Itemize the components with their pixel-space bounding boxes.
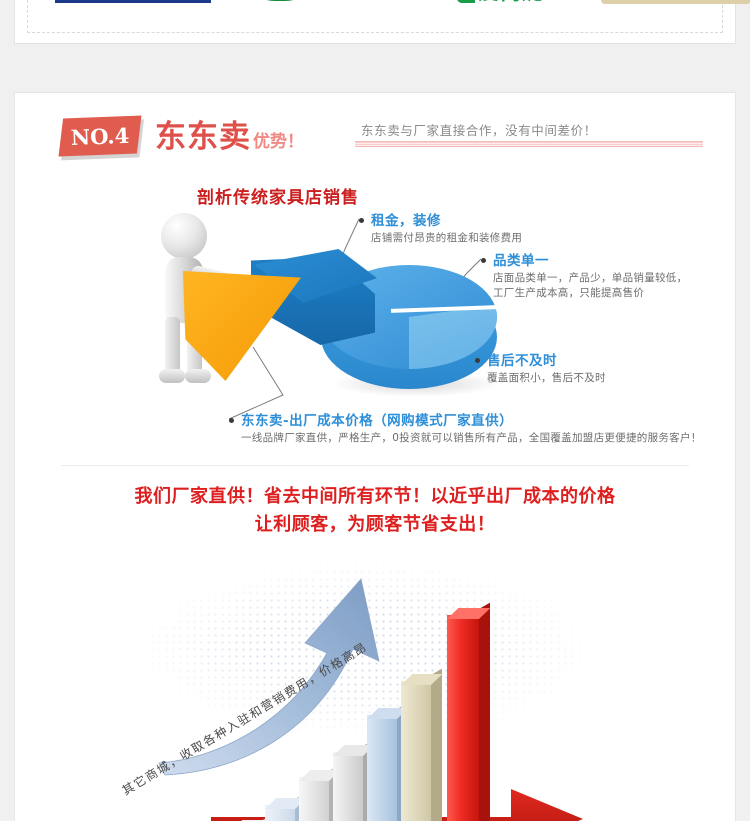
aisiin-logo-cn: 爱尚妮	[478, 0, 549, 3]
callout-title: 租金，装修	[371, 213, 441, 229]
section-number-badge: NO.4	[58, 115, 142, 157]
brand-logo-row: ifree 发睿 木匠大师 AISIIN	[28, 0, 750, 12]
brand-logo-inner-frame: ifree 发睿 木匠大师 AISIIN	[27, 0, 750, 33]
pie-chart-stage: 租金，装修 店铺需付昂贵的租金和装修费用 品类单一 店面品类单一，产品少，单品销…	[15, 209, 737, 459]
callout-desc: 覆盖面积小，售后不及时	[487, 372, 606, 384]
bar-side	[479, 602, 490, 821]
figure-foot-left	[159, 369, 185, 383]
brand-logo-fujiameijia: ◕ 富家美佳 FUJIAMEIJIA	[598, 0, 750, 12]
main-content-panel: NO.4 东东卖 优势！ 东东卖与厂家直接合作，没有中间差价！ 剖析传统家具店销…	[14, 92, 736, 821]
callout-dot-icon	[359, 218, 364, 223]
callout-single-category: 品类单一 店面品类单一，产品少，单品销量较低， 工厂生产成本高，只能提高售价	[481, 249, 688, 301]
bar-face	[265, 805, 295, 821]
mujiang-logo-wrap: 木匠大师	[250, 0, 394, 1]
bar-item	[299, 764, 341, 821]
callout-desc: 店面品类单一，产品少，单品销量较低， 工厂生产成本高，只能提高售价	[493, 272, 688, 300]
bar-chart-section	[15, 545, 737, 821]
bar-item	[367, 702, 409, 821]
red-horizontal-arrow-icon	[211, 789, 583, 821]
section-number-label: NO.4	[70, 122, 130, 150]
bar-chart-bars	[231, 597, 561, 821]
bar-face	[367, 715, 397, 821]
callout-title: 东东卖-出厂成本价格（网购模式厂家直供）	[241, 413, 514, 429]
bar-side	[431, 668, 442, 821]
section-header: NO.4 东东卖 优势！ 东东卖与厂家直接合作，没有中间差价！	[15, 93, 735, 175]
aisiin-text-block: AISIIN 爱尚妮	[478, 0, 549, 3]
callout-desc: 店铺需付昂贵的租金和装修费用	[371, 232, 523, 244]
fujia-logo-box: ◕ 富家美佳 FUJIAMEIJIA	[601, 0, 750, 4]
header-underline-rule	[355, 141, 703, 147]
figure-foot-right	[185, 369, 211, 383]
aisiin-logo-wrap: AISIIN 爱尚妮	[457, 0, 549, 3]
brand-logo-mujiang: 木匠大师	[224, 0, 420, 12]
callout-dot-icon	[475, 358, 480, 363]
promo-headline-line2: 让利顾客，为顾客节省支出！	[254, 513, 496, 535]
ifree-logo-box: ifree 发睿	[55, 0, 211, 3]
bar-item	[333, 739, 375, 821]
callout-slow-aftersales: 售后不及时 覆盖面积小，售后不及时	[475, 349, 606, 386]
figure-head	[161, 213, 207, 259]
bar-face	[299, 777, 329, 821]
callout-title: 售后不及时	[487, 353, 557, 369]
bar-item	[265, 792, 307, 821]
aisiin-l-shape-icon	[457, 0, 476, 3]
brand-logo-panel: ifree 发睿 木匠大师 AISIIN	[14, 0, 750, 44]
page-title-suffix: 优势！	[253, 132, 304, 152]
brand-logo-ifree: ifree 发睿	[48, 0, 218, 12]
bar-face	[333, 752, 363, 821]
pie-chart-section: 剖析传统家具店销售	[15, 175, 735, 465]
promo-headline-line1: 我们厂家直供！省去中间所有环节！以近乎出厂成本的价格	[134, 486, 616, 507]
promo-headline: 我们厂家直供！省去中间所有环节！以近乎出厂成本的价格 让利顾客，为顾客节省支出！	[15, 483, 735, 539]
bar-item-highlight	[447, 602, 491, 821]
figure-leg-left	[165, 317, 180, 375]
page-title-main: 东东卖	[155, 119, 251, 155]
page-title: 东东卖 优势！	[155, 111, 304, 156]
callout-title: 品类单一	[493, 253, 549, 269]
bar-item	[401, 668, 443, 821]
bar-face	[447, 615, 479, 821]
pie-chart-graphic	[251, 239, 501, 411]
brand-logo-aisiin: AISIIN 爱尚妮	[428, 0, 578, 12]
pie-chart-title: 剖析传统家具店销售	[197, 188, 359, 208]
callout-desc: 一线品牌厂家直供，严格生产，0投资就可以销售所有产品，全国覆盖加盟店更便捷的服务…	[241, 432, 702, 444]
header-note: 东东卖与厂家直接合作，没有中间差价！	[361, 123, 597, 138]
bar-face	[401, 681, 431, 821]
world-map-dot-background	[135, 555, 595, 765]
section-divider	[61, 465, 689, 466]
callout-dot-icon	[229, 418, 234, 423]
callout-rent-decoration: 租金，装修 店铺需付昂贵的租金和装修费用	[359, 209, 523, 246]
callout-factory-direct: 东东卖-出厂成本价格（网购模式厂家直供） 一线品牌厂家直供，严格生产，0投资就可…	[229, 409, 702, 446]
mujiang-emblem-icon	[250, 0, 310, 1]
callout-dot-icon	[481, 258, 486, 263]
blue-rising-arrow-icon	[158, 578, 380, 776]
